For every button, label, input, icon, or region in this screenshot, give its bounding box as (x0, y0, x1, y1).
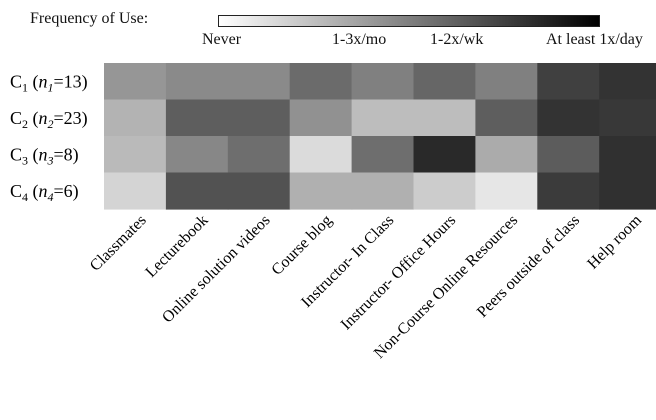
heatmap-cell (289, 136, 353, 174)
heatmap-cell (104, 63, 167, 101)
heatmap-cell (351, 99, 415, 137)
heatmap-cell (165, 172, 229, 210)
legend-tick-label: 1-3x/mo (332, 31, 387, 48)
column-label: Peers outside of class (474, 212, 583, 321)
heatmap-cell (413, 99, 476, 137)
heatmap-cell (104, 99, 167, 137)
legend-tick-label: Never (202, 31, 242, 48)
column-label: Classmates (87, 212, 150, 275)
heatmap-cell (104, 172, 167, 210)
heatmap-cell (599, 172, 656, 210)
heatmap-cell (475, 136, 538, 174)
legend-title: Frequency of Use: (30, 10, 149, 27)
heatmap-cell (165, 99, 229, 137)
heatmap-cell (537, 99, 600, 137)
heatmap-cell (104, 136, 167, 174)
heatmap-cell (227, 99, 291, 137)
row-label: C1 (n1=13) (10, 71, 88, 94)
heatmap-cell (599, 136, 656, 174)
column-label: Instructor- Office Hours (338, 212, 460, 334)
heatmap-cells (104, 63, 656, 210)
heatmap-cell (413, 172, 476, 210)
heatmap-cell (351, 63, 415, 101)
row-label: C2 (n2=23) (10, 108, 88, 131)
legend-tick-label: At least 1x/day (546, 31, 643, 48)
heatmap-cell (413, 136, 476, 174)
heatmap-cell (165, 136, 229, 174)
heatmap-cell (599, 99, 656, 137)
heatmap-cell (537, 136, 600, 174)
heatmap-cell (475, 172, 538, 210)
heatmap-cell (289, 63, 353, 101)
heatmap-cell (475, 63, 538, 101)
heatmap-cell (351, 172, 415, 210)
heatmap-cell (537, 63, 600, 101)
column-label: Help room (584, 211, 645, 272)
legend-tick-label: 1-2x/wk (430, 31, 484, 48)
heatmap-cell (537, 172, 600, 210)
column-label: Online solution videos (159, 212, 273, 326)
heatmap-cell (599, 63, 656, 101)
legend-color-bar (218, 15, 600, 27)
row-labels: C1 (n1=13) C2 (n2=23) C3 (n3=8) C4 (n4=6) (10, 71, 88, 204)
heatmap-cell (289, 172, 353, 210)
column-label: Lecturebook (142, 212, 211, 281)
heatmap-cell (227, 136, 291, 174)
row-label: C3 (n3=8) (10, 144, 79, 167)
heatmap-cell (351, 136, 415, 174)
row-label: C4 (n4=6) (10, 181, 79, 204)
heatmap-cell (165, 63, 229, 101)
heatmap-cell (475, 99, 538, 137)
heatmap-cell (289, 99, 353, 137)
heatmap-cell (227, 172, 291, 210)
column-label: Course blog (268, 212, 335, 279)
heatmap-cell (227, 63, 291, 101)
heatmap-cell (413, 63, 476, 101)
